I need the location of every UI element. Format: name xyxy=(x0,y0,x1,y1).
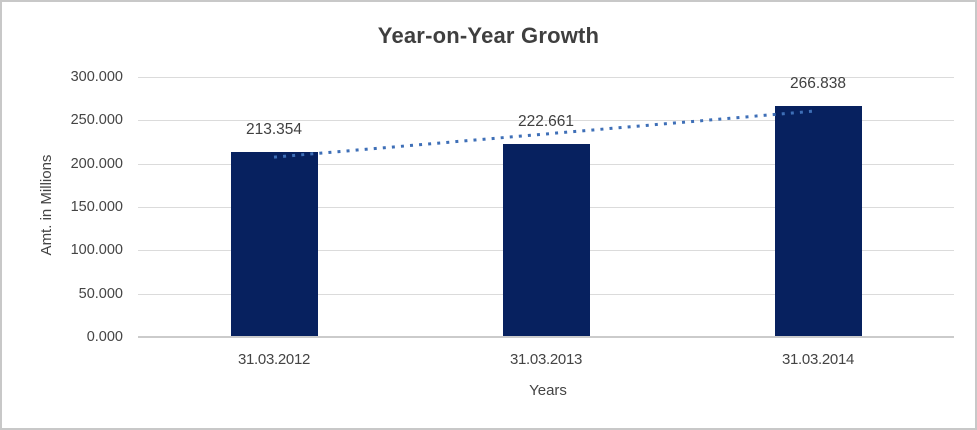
gridline xyxy=(138,77,954,78)
data-label: 213.354 xyxy=(245,121,303,139)
chart-title: Year-on-Year Growth xyxy=(377,23,600,48)
y-tick-label: 300.000 xyxy=(70,69,123,85)
y-tick-label: 250.000 xyxy=(70,112,123,129)
y-tick-label: 100.000 xyxy=(70,242,123,259)
bar-31.03.2013 xyxy=(502,144,590,336)
x-tick-label: 31.03.2013 xyxy=(509,351,583,368)
data-label: 266.838 xyxy=(789,74,847,92)
x-tick-label: 31.03.2014 xyxy=(781,351,855,368)
y-tick-label: 200.000 xyxy=(70,155,123,172)
y-tick-label: 50.000 xyxy=(78,285,123,302)
y-tick-label: 0.000 xyxy=(86,329,123,345)
x-tick-label: 31.03.2012 xyxy=(237,351,311,368)
x-axis-title: Years xyxy=(529,382,567,399)
bar-31.03.2012 xyxy=(230,152,318,336)
data-label: 222.661 xyxy=(517,113,575,131)
y-tick-label: 150.000 xyxy=(70,199,123,215)
x-axis-line xyxy=(138,336,954,338)
bar-31.03.2014 xyxy=(774,105,862,336)
